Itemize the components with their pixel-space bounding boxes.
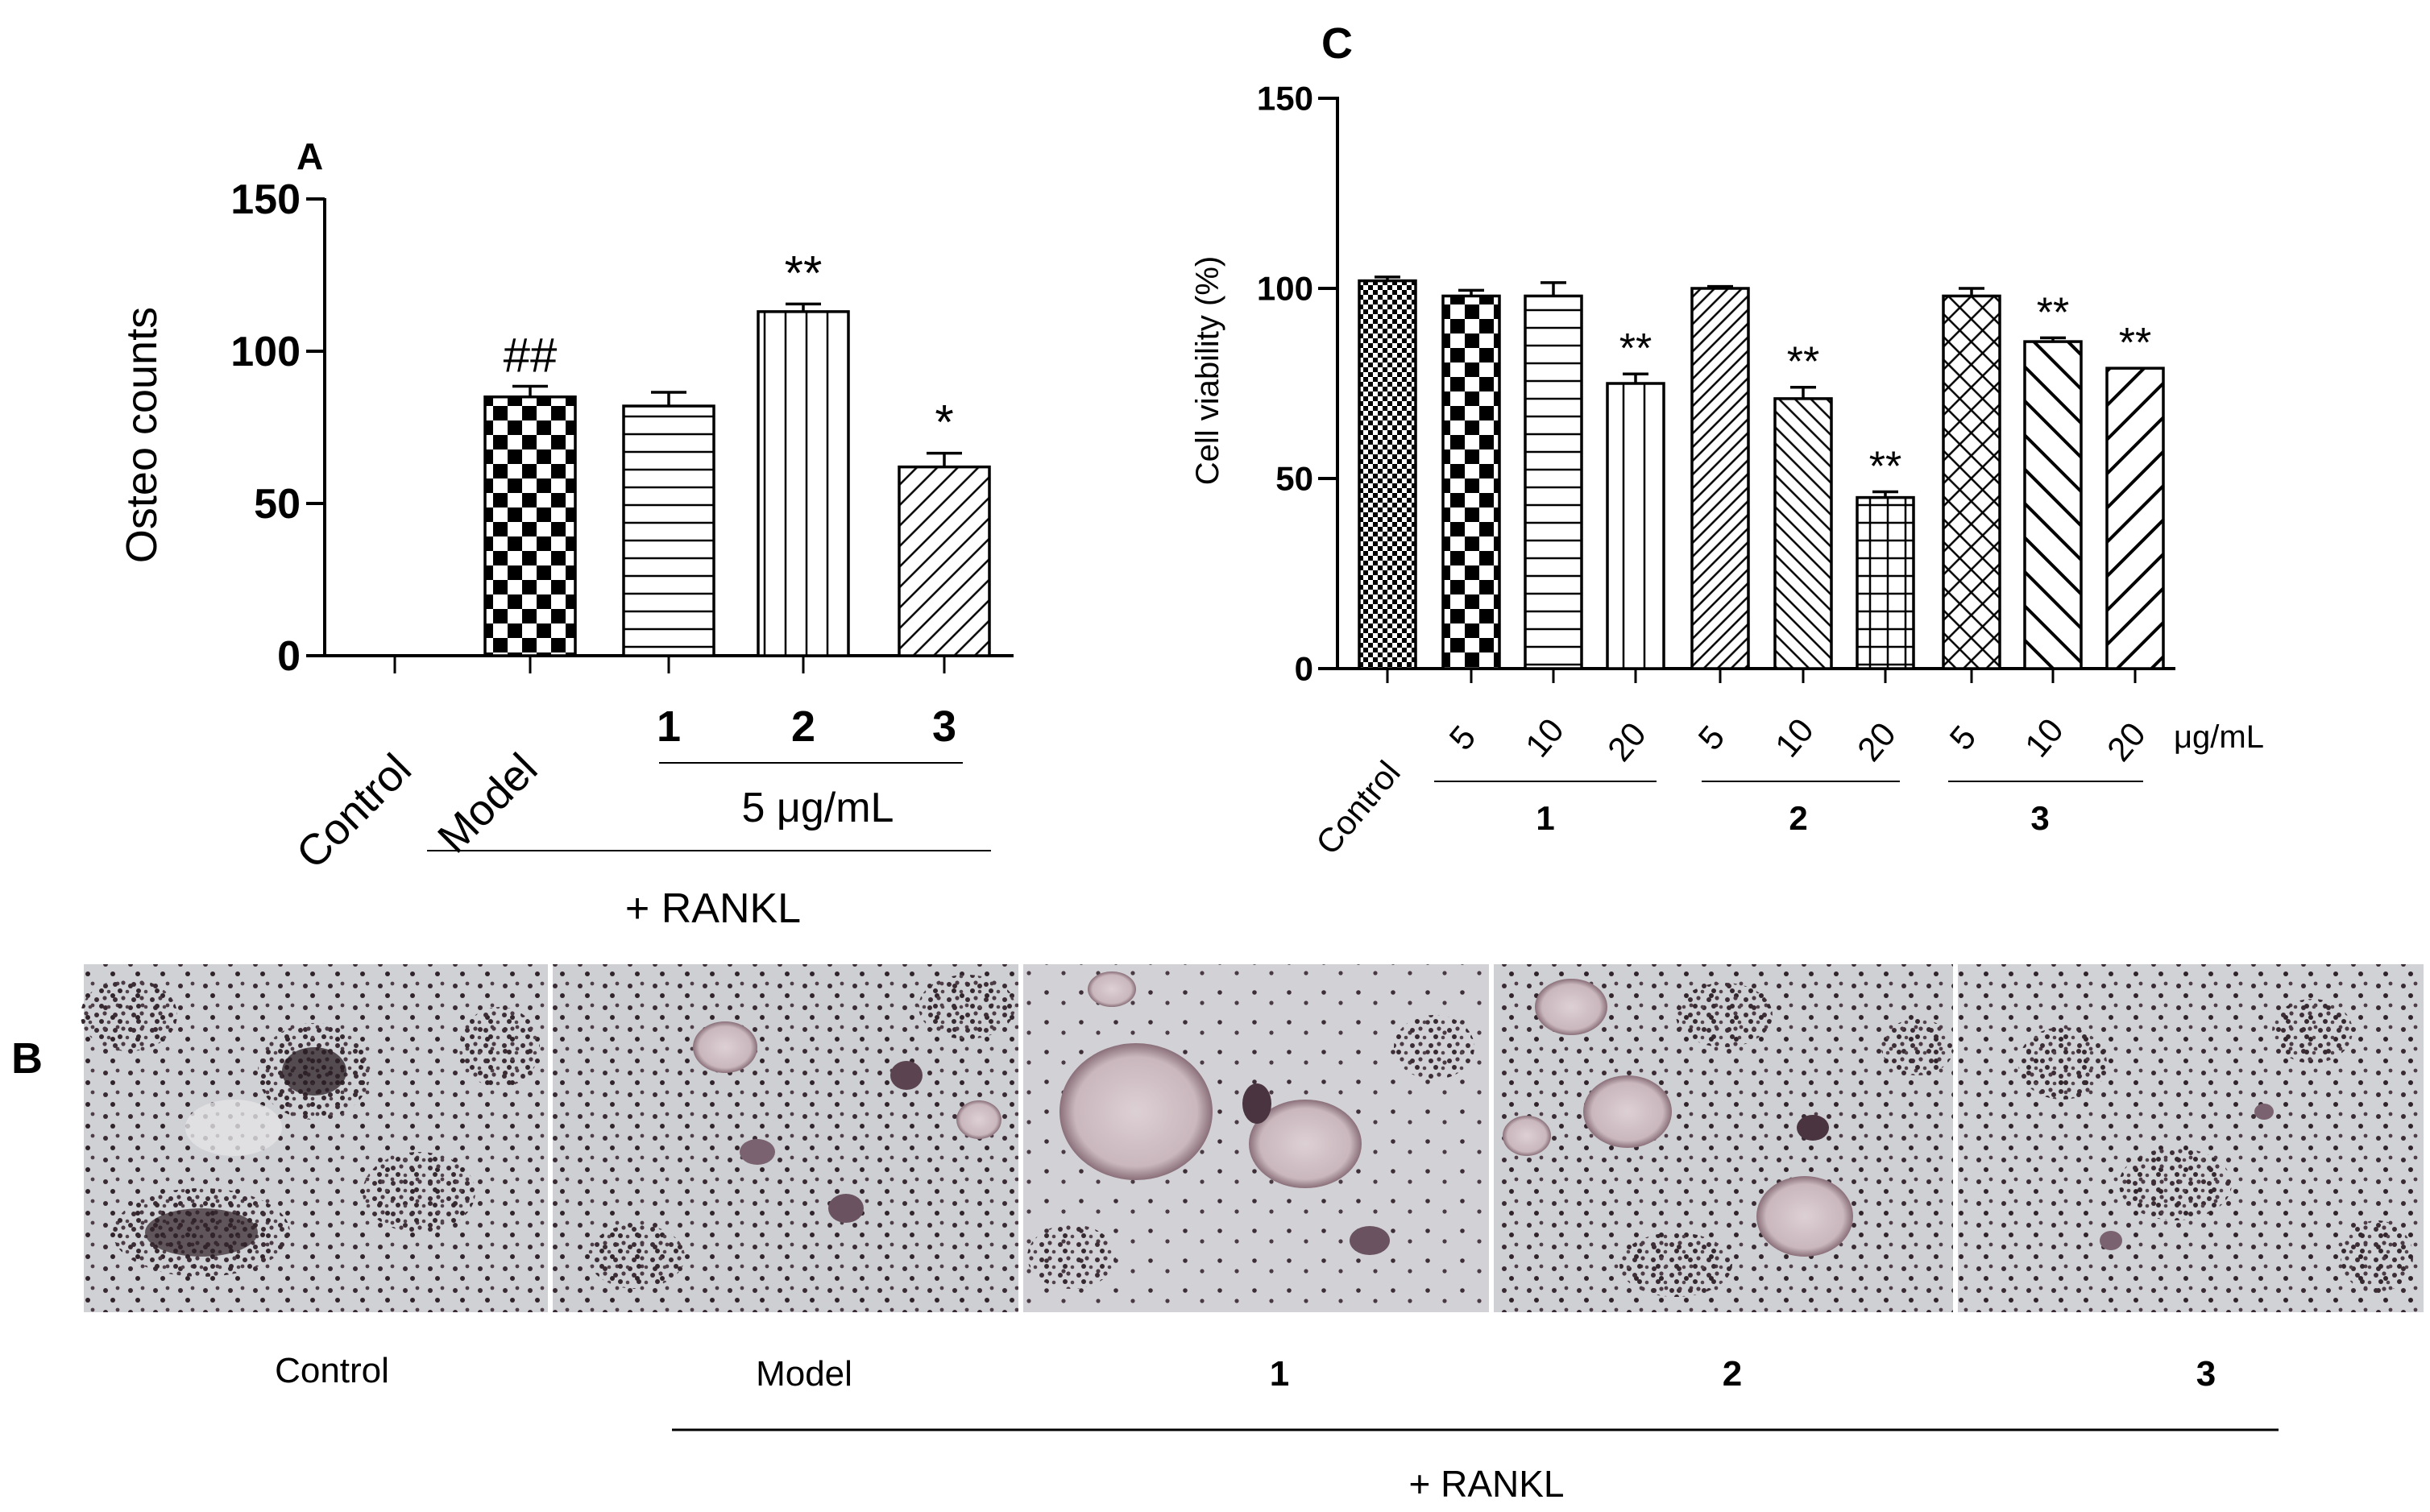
chart-a-y-axis-label: Osteo counts xyxy=(118,307,166,563)
x-tick-label: 5 xyxy=(1942,719,1983,757)
significance-marker: ** xyxy=(785,246,823,300)
chart-a-rankl-bracket: + RANKL xyxy=(427,850,991,932)
group-label: 2 xyxy=(1789,799,1807,837)
micrograph-rankl-label: + RANKL xyxy=(1408,1463,1564,1505)
micrograph-compound-2 xyxy=(1494,964,1954,1312)
group-bracket-3: 3 xyxy=(1948,781,2143,837)
bar-2 xyxy=(757,310,850,657)
chart-c-y-axis-label: Cell viability (%) xyxy=(1190,256,1225,486)
error-bar xyxy=(1872,490,1898,498)
panel-label-c: C xyxy=(1321,19,1353,68)
x-tick-label: 3 xyxy=(932,702,956,751)
micrograph-model xyxy=(553,964,1018,1312)
x-tick-label: 5 xyxy=(1690,719,1731,757)
y-tick-label: 0 xyxy=(277,633,301,680)
group-bracket-1: 1 xyxy=(1434,781,1657,837)
y-tick-label: 0 xyxy=(1295,650,1313,688)
caption-compound-1: 1 xyxy=(1270,1354,1289,1394)
error-bar xyxy=(1458,288,1484,296)
bar-5 xyxy=(1942,294,2001,670)
significance-marker: ** xyxy=(2119,320,2151,367)
bar-10 xyxy=(1524,294,1583,670)
significance-marker: ** xyxy=(1869,444,1901,491)
y-tick-label: 50 xyxy=(254,481,301,528)
significance-marker: ** xyxy=(1787,339,1819,386)
error-bar xyxy=(1707,284,1733,288)
chart-c-bars: ** ** ** ** ** xyxy=(1358,275,2165,670)
bar-10 xyxy=(2023,340,2083,670)
x-tick-label: 20 xyxy=(1600,715,1653,768)
chart-c-x-tick-labels: Control 5 10 20 5 10 20 5 10 20 xyxy=(1308,669,2153,862)
panel-label-b: B xyxy=(11,1034,43,1083)
chart-c-y-tick-labels: 0 50 100 150 xyxy=(1257,80,1313,688)
error-bar xyxy=(651,391,686,407)
bar-5 xyxy=(1690,287,1750,670)
chart-a-rankl-label: + RANKL xyxy=(625,885,801,932)
caption-compound-3: 3 xyxy=(2196,1354,2216,1394)
error-bar xyxy=(1623,372,1648,383)
bar-20 xyxy=(2105,367,2165,670)
group-bracket-2: 2 xyxy=(1702,781,1900,837)
error-bar xyxy=(2040,336,2066,342)
error-bar xyxy=(1790,385,1816,399)
significance-marker: * xyxy=(935,396,953,449)
x-tick-label: 20 xyxy=(1850,715,1903,768)
chart-c-group-brackets: 1 2 3 xyxy=(1434,781,2143,837)
panel-label-a: A xyxy=(296,135,323,177)
chart-a-dose-label: 5 μg/mL xyxy=(742,785,894,831)
error-bar xyxy=(786,302,821,312)
error-bar xyxy=(1959,287,1984,296)
bar-model xyxy=(483,395,577,657)
y-tick-label: 50 xyxy=(1275,460,1313,498)
micrograph-compound-3 xyxy=(1958,964,2424,1312)
x-tick-label: 10 xyxy=(2017,711,2071,764)
x-tick-label: Control xyxy=(288,745,421,879)
bar-5 xyxy=(1441,294,1501,670)
bar-10 xyxy=(1773,397,1833,670)
bar-20 xyxy=(1856,495,1915,670)
caption-control: Control xyxy=(275,1351,389,1390)
error-bar xyxy=(512,384,548,397)
chart-a-dose-bracket: 5 μg/mL xyxy=(659,762,963,831)
error-bar xyxy=(1375,275,1400,281)
bar-1 xyxy=(622,404,715,657)
group-label: 1 xyxy=(1536,799,1554,837)
chart-a-x-tick-labels: Control Model 1 2 3 xyxy=(288,656,956,879)
chart-a-bars: ##*** xyxy=(483,246,991,657)
x-tick-label: 20 xyxy=(2100,715,2153,768)
x-tick-label: 10 xyxy=(1768,711,1821,764)
group-label: 3 xyxy=(2030,799,2049,837)
x-tick-label: Model xyxy=(429,744,546,862)
micrograph-control xyxy=(81,964,548,1312)
significance-marker: ** xyxy=(1619,325,1652,372)
y-tick-label: 150 xyxy=(1257,80,1313,118)
y-tick-label: 100 xyxy=(1257,270,1313,308)
error-bar xyxy=(1541,281,1566,296)
x-tick-label: 5 xyxy=(1441,719,1482,757)
significance-marker: ** xyxy=(2037,289,2069,336)
bar-3 xyxy=(898,465,991,657)
y-tick-label: 150 xyxy=(230,176,301,223)
micrograph-captions: Control Model 1 2 3 xyxy=(275,1351,2216,1394)
chart-c-unit-label: μg/mL xyxy=(2174,719,2264,755)
caption-model: Model xyxy=(756,1354,852,1394)
x-tick-label: 1 xyxy=(657,702,681,751)
x-tick-label: 2 xyxy=(791,702,815,751)
x-tick-label: 10 xyxy=(1518,711,1571,764)
error-bar xyxy=(927,451,962,467)
micrograph-compound-1 xyxy=(1023,964,1489,1312)
y-tick-label: 100 xyxy=(230,329,301,375)
bar-20 xyxy=(1606,382,1665,670)
significance-marker: ## xyxy=(504,328,558,382)
bar-control xyxy=(1358,279,1417,670)
caption-compound-2: 2 xyxy=(1723,1354,1742,1394)
x-tick-label: Control xyxy=(1308,754,1408,862)
chart-a-y-tick-labels: 0 50 100 150 xyxy=(230,176,301,680)
